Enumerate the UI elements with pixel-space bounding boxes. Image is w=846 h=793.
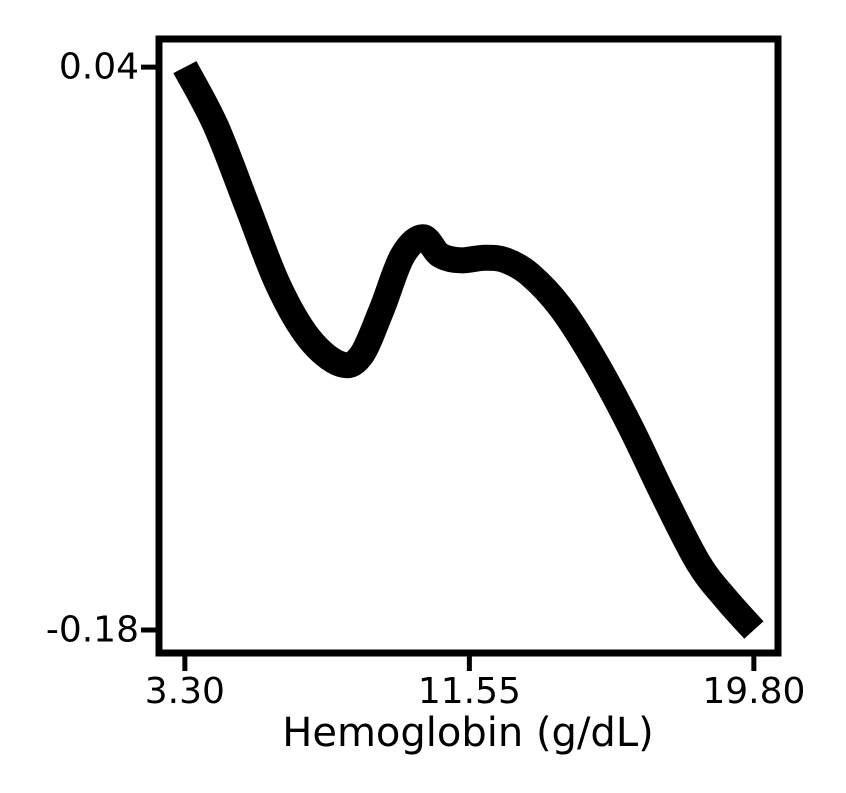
- series-layer: [173, 60, 764, 639]
- x-tick-label: 3.30: [145, 671, 225, 712]
- x-tick-label: 11.55: [418, 671, 521, 712]
- y-tick-label: 0.04: [59, 47, 139, 88]
- x-tick-label: 19.80: [702, 671, 805, 712]
- series-line: [173, 60, 764, 639]
- y-axis: 0.04 -0.18: [46, 47, 159, 650]
- x-axis: 3.30 11.55 19.80: [145, 653, 805, 712]
- x-axis-title: Hemoglobin (g/dL): [282, 710, 653, 756]
- y-tick-label: -0.18: [46, 609, 139, 650]
